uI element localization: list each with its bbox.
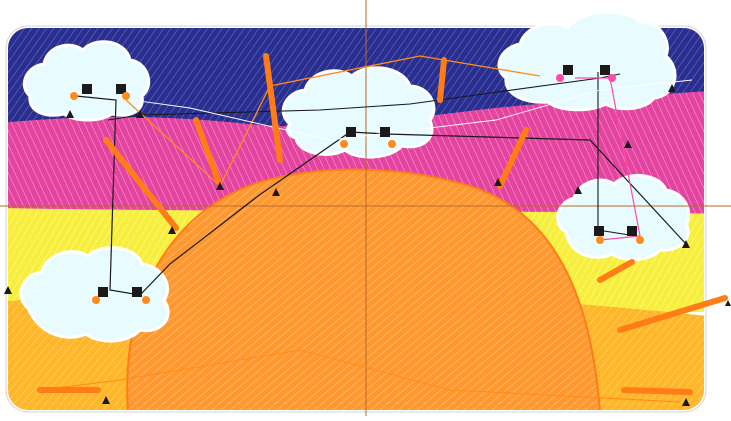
stitch-paths (39, 55, 693, 403)
card-outline (5, 25, 707, 413)
cloud-top-right[interactable] (497, 10, 677, 112)
stitch-nodes (4, 65, 731, 406)
cloud-bottom-left[interactable] (19, 246, 170, 343)
satin-bars (37, 53, 728, 395)
